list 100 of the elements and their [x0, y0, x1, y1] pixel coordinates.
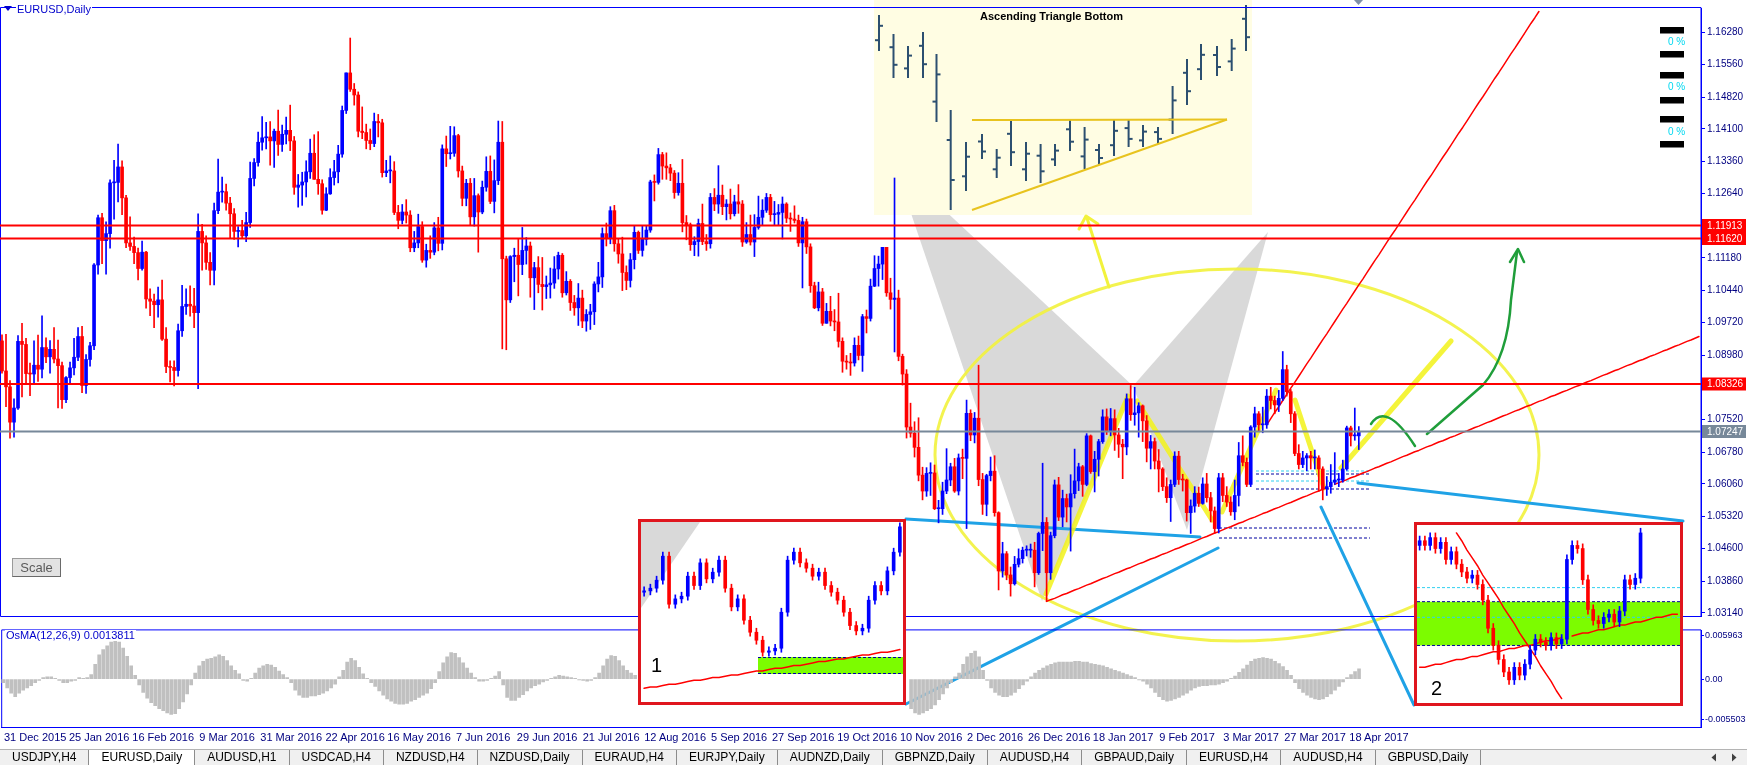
x-tick-label: 9 Feb 2017 [1159, 730, 1215, 743]
x-tick-label: 22 Apr 2016 [325, 730, 385, 743]
bar [1245, 664, 1249, 679]
tab[interactable]: USDCAD,H4 [289, 750, 384, 765]
bar [381, 679, 385, 696]
bar [541, 679, 545, 683]
bar [145, 679, 150, 699]
tab[interactable]: GBPUSD,Daily [1375, 750, 1482, 765]
bar [969, 652, 973, 679]
candlestick [192, 288, 196, 329]
ref-line-label: 1.11620 [1707, 232, 1743, 244]
bar [425, 679, 429, 694]
bar [345, 661, 349, 679]
candlestick [1308, 450, 1313, 470]
y-tick-label: 1.12640 [1707, 187, 1744, 199]
bar [165, 679, 170, 714]
bar [1353, 671, 1357, 679]
y-tick-label: 1.03860 [1707, 574, 1744, 586]
bar [993, 679, 997, 693]
bar [69, 679, 74, 682]
tab[interactable]: EURAUD,H4 [582, 750, 677, 765]
tab[interactable]: GBPNZD,Daily [882, 750, 988, 765]
y-tick-label: 1.03140 [1707, 606, 1744, 618]
ref-line-label: 1.07247 [1707, 425, 1744, 437]
bar [61, 679, 66, 684]
candlestick [767, 646, 771, 657]
y-tick-label: 1.06780 [1707, 445, 1744, 457]
bar [1297, 679, 1301, 689]
tab[interactable]: EURUSD,H4 [1186, 750, 1282, 765]
bar [913, 679, 917, 714]
y-tick-label: 1.14100 [1707, 122, 1744, 134]
bar [237, 673, 241, 679]
bar [257, 667, 261, 679]
candlestick [296, 174, 301, 208]
y-tick-label: 1.04600 [1707, 542, 1744, 554]
bar [1141, 679, 1145, 682]
bar [909, 679, 913, 709]
bar [253, 672, 257, 679]
bar [585, 679, 589, 682]
bar [9, 679, 14, 694]
bar [233, 669, 237, 679]
bar [625, 669, 629, 679]
bar [1241, 668, 1245, 679]
bar [617, 660, 621, 679]
bar [561, 675, 565, 679]
tab[interactable]: NZDUSD,Daily [477, 750, 583, 765]
x-tick-label: 7 Jun 2016 [455, 730, 511, 743]
candlestick [268, 121, 272, 166]
x-tick-label: 25 Jan 2016 [68, 730, 130, 743]
annotation: Ascending Triangle Bottom [980, 10, 1124, 22]
bar [353, 660, 357, 679]
bar [605, 658, 609, 679]
y-tick-label: 1.09720 [1707, 316, 1744, 328]
bar [1153, 679, 1157, 693]
candlestick [32, 340, 36, 384]
bar [429, 679, 433, 689]
y-tick-label: 0.005963 [1705, 629, 1743, 640]
candlestick [448, 126, 453, 160]
bar [521, 679, 525, 695]
annotation: 0 % [1668, 81, 1686, 92]
bar [481, 679, 485, 682]
bar [197, 665, 201, 679]
x-tick-label: 10 Nov 2016 [899, 730, 963, 743]
bar [525, 679, 529, 692]
y-tick-label: 1.16280 [1707, 26, 1744, 38]
candlestick [48, 340, 52, 374]
bar [497, 671, 501, 679]
tab[interactable]: GBPAUD,Daily [1082, 750, 1187, 765]
tab[interactable]: EURUSD,Daily [89, 750, 196, 765]
bar [1249, 661, 1253, 679]
bar [1277, 663, 1281, 679]
y-tick-label: 1.08980 [1707, 348, 1744, 360]
tab[interactable]: AUDUSD,H4 [987, 750, 1083, 765]
bar [1145, 679, 1149, 685]
bar [493, 675, 497, 679]
bar [273, 666, 277, 679]
tab[interactable]: AUDNZD,Daily [777, 750, 883, 765]
bar [937, 679, 941, 701]
x-tick-label: 16 May 2016 [387, 730, 451, 743]
bar [973, 650, 977, 679]
bar [373, 679, 377, 687]
y-tick-label: -0.005503 [1705, 714, 1746, 725]
x-tick-label: 29 Jun 2016 [516, 730, 578, 743]
bar [117, 641, 122, 679]
y-tick-label: 1.07520 [1707, 413, 1744, 425]
tab[interactable]: EURJPY,Daily [676, 750, 778, 765]
bar [17, 679, 22, 694]
scale-button[interactable]: Scale [12, 558, 61, 577]
tab[interactable]: AUDUSD,H4 [1281, 750, 1376, 765]
bar [153, 679, 158, 706]
x-tick-label: 31 Mar 2016 [260, 730, 323, 743]
tab[interactable]: AUDUSD,H1 [195, 750, 290, 765]
bar [101, 649, 106, 679]
bar [1121, 672, 1125, 679]
bar [1349, 674, 1353, 679]
tab[interactable]: NZDUSD,H4 [383, 750, 478, 765]
bar [29, 679, 34, 687]
bar [445, 656, 449, 679]
bar [1185, 679, 1189, 694]
bar [457, 657, 461, 679]
